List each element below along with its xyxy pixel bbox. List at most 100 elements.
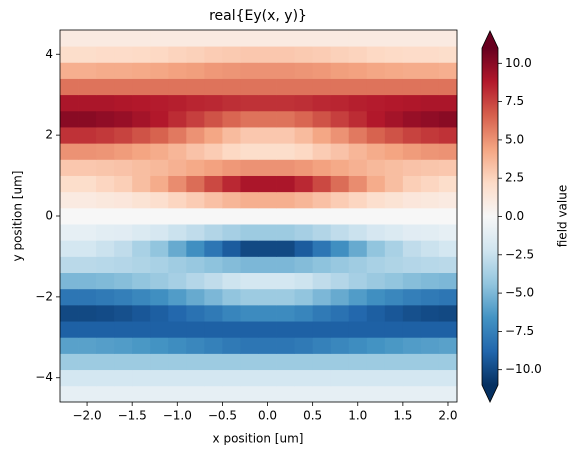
heatmap-cell: [276, 272, 295, 290]
heatmap-cell: [132, 143, 151, 160]
heatmap-cell: [420, 62, 440, 79]
heatmap-cell: [168, 369, 187, 387]
heatmap-cell: [204, 369, 223, 387]
heatmap-cell: [168, 127, 187, 144]
heatmap-cell: [348, 175, 368, 193]
heatmap-cell: [258, 94, 277, 112]
heatmap-cell: [78, 30, 97, 47]
heatmap-cell: [420, 78, 440, 96]
heatmap-cell: [150, 94, 169, 112]
heatmap-cell: [294, 143, 314, 160]
heatmap-cell: [114, 191, 133, 209]
colorbar-tick-label: −7.5: [505, 324, 534, 338]
x-tick-label: 2.0: [438, 409, 457, 423]
heatmap-cell: [240, 288, 259, 306]
heatmap-cell: [240, 159, 259, 176]
heatmap-cell: [438, 62, 458, 79]
heatmap-cell: [150, 304, 169, 322]
heatmap-cell: [78, 337, 97, 354]
heatmap-cell: [96, 207, 115, 225]
heatmap-cell: [330, 240, 350, 257]
heatmap-cell: [204, 78, 223, 96]
heatmap-cell: [132, 159, 151, 176]
heatmap-cell: [132, 110, 151, 128]
heatmap-cell: [420, 337, 440, 354]
chart-title: real{Ey(x, y)}: [209, 8, 307, 24]
heatmap-cell: [168, 62, 187, 79]
heatmap-cell: [348, 191, 368, 209]
heatmap-cell: [330, 207, 350, 225]
heatmap-cell: [222, 304, 241, 322]
heatmap-cell: [186, 304, 205, 322]
heatmap-cell: [186, 321, 205, 338]
y-tick-label: 4: [45, 47, 53, 61]
heatmap-cell: [438, 207, 458, 225]
heatmap-cell: [258, 207, 277, 225]
heatmap-cell: [150, 127, 169, 144]
heatmap-cell: [348, 46, 368, 63]
heatmap-cell: [222, 46, 241, 63]
heatmap-cell: [60, 240, 79, 257]
heatmap-cell: [240, 385, 259, 403]
heatmap-cell: [78, 127, 97, 144]
heatmap-cell: [312, 304, 332, 322]
x-tick-label: 0.5: [303, 409, 322, 423]
heatmap-cell: [348, 159, 368, 176]
heatmap-cell: [240, 175, 259, 193]
heatmap-cell: [168, 143, 187, 160]
heatmap-cell: [150, 191, 169, 209]
heatmap-cell: [258, 110, 277, 128]
heatmap-cell: [96, 46, 115, 63]
heatmap-cell: [186, 175, 205, 193]
heatmap-cell: [78, 385, 97, 403]
x-tick-label: 0.0: [258, 409, 277, 423]
heatmap-cell: [114, 288, 133, 306]
heatmap-cell: [186, 385, 205, 403]
heatmap-cell: [114, 143, 133, 160]
heatmap-cell: [240, 78, 259, 96]
heatmap-cell: [420, 304, 440, 322]
heatmap-cell: [402, 78, 422, 96]
heatmap-cell: [96, 127, 115, 144]
heatmap-cell: [312, 321, 332, 338]
heatmap-cell: [348, 288, 368, 306]
heatmap-cell: [438, 224, 458, 241]
heatmap-cell: [168, 321, 187, 338]
heatmap-cell: [96, 62, 115, 79]
heatmap-cell: [312, 337, 332, 354]
y-tick-label: 2: [45, 128, 53, 142]
heatmap-cell: [420, 175, 440, 193]
heatmap-cell: [168, 30, 187, 47]
heatmap-cell: [348, 337, 368, 354]
heatmap-cell: [420, 46, 440, 63]
heatmap-cell: [348, 127, 368, 144]
heatmap-cell: [384, 207, 404, 225]
heatmap-cell: [222, 159, 241, 176]
heatmap-cell: [348, 256, 368, 274]
heatmap-cell: [222, 30, 241, 47]
heatmap-cell: [402, 207, 422, 225]
heatmap-cell: [366, 353, 386, 371]
heatmap-cell: [222, 143, 241, 160]
heatmap-cell: [348, 78, 368, 96]
heatmap-cell: [438, 240, 458, 257]
heatmap-cell: [114, 159, 133, 176]
heatmap-cell: [330, 175, 350, 193]
heatmap-cell: [366, 159, 386, 176]
heatmap-cell: [78, 78, 97, 96]
heatmap-cell: [186, 240, 205, 257]
heatmap-cell: [204, 240, 223, 257]
heatmap-cell: [168, 337, 187, 354]
heatmap-cell: [60, 304, 79, 322]
heatmap-cell: [366, 240, 386, 257]
heatmap-cell: [366, 62, 386, 79]
heatmap-cell: [222, 256, 241, 274]
heatmap-cell: [240, 337, 259, 354]
heatmap-cell: [186, 94, 205, 112]
heatmap-cell: [60, 143, 79, 160]
heatmap-cell: [420, 224, 440, 241]
heatmap-cell: [312, 385, 332, 403]
heatmap-cell: [60, 256, 79, 274]
heatmap-cell: [312, 191, 332, 209]
heatmap-cell: [384, 110, 404, 128]
